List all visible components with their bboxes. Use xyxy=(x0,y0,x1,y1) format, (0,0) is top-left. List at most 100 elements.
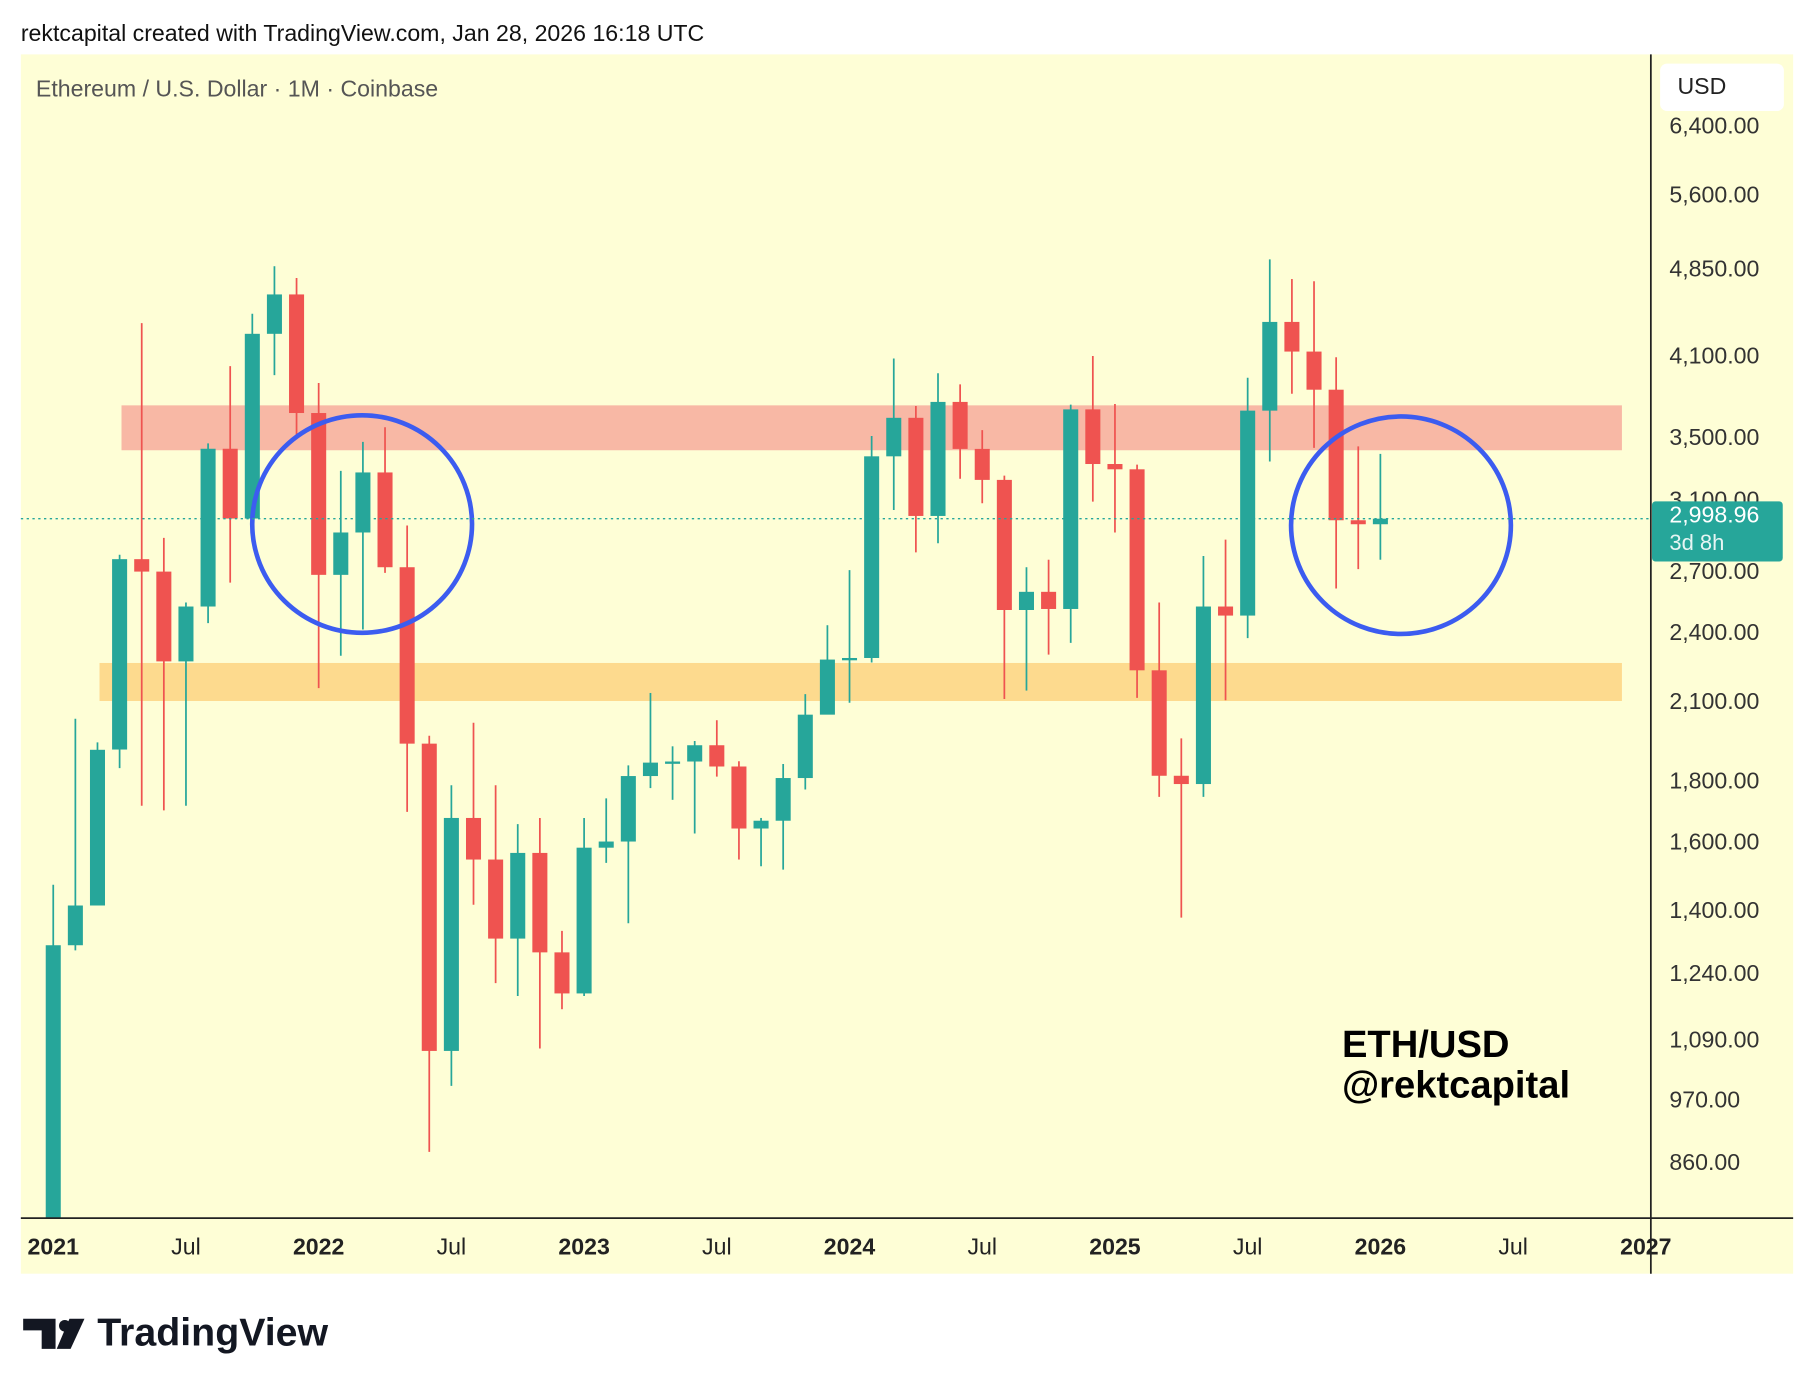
candle-body xyxy=(620,776,636,842)
candle-body xyxy=(465,817,482,860)
candle-body xyxy=(775,778,791,821)
candle-body xyxy=(1284,321,1300,352)
candle-body xyxy=(443,817,459,1051)
y-tick-label: 2,100.00 xyxy=(1669,688,1759,714)
x-tick-label: 2025 xyxy=(1089,1233,1141,1259)
candle-body xyxy=(355,472,371,533)
candle-body xyxy=(864,456,880,658)
candle-body xyxy=(886,417,902,457)
candle-body xyxy=(399,567,415,744)
x-tick-label: 2026 xyxy=(1355,1233,1407,1259)
candle-body xyxy=(930,401,946,516)
candle-body xyxy=(1107,464,1123,470)
currency-label[interactable]: USD xyxy=(1677,73,1726,99)
y-tick-label: 1,240.00 xyxy=(1669,960,1759,986)
brand-name: TradingView xyxy=(97,1310,328,1354)
y-tick-label: 970.00 xyxy=(1669,1087,1740,1113)
candle-body xyxy=(819,659,835,715)
candle-body xyxy=(1350,520,1366,525)
zone xyxy=(99,662,1622,701)
candle-body xyxy=(421,743,437,1051)
candle-body xyxy=(908,417,924,516)
candle-body xyxy=(753,820,769,829)
y-tick-label: 4,850.00 xyxy=(1669,256,1759,282)
x-tick-label: 2023 xyxy=(558,1233,610,1259)
last-price-box xyxy=(1652,501,1783,562)
currency-button[interactable] xyxy=(1660,63,1784,112)
candle-body xyxy=(510,852,526,939)
candle-body xyxy=(1262,321,1278,411)
candle-body xyxy=(665,761,681,764)
candle-body xyxy=(996,479,1012,611)
highlight-circle xyxy=(249,412,475,636)
candle-body xyxy=(289,294,305,414)
candle-body xyxy=(333,532,349,575)
candle-body xyxy=(576,847,592,994)
x-tick-label: Jul xyxy=(1498,1233,1528,1259)
candle-body xyxy=(112,559,128,750)
candle-body xyxy=(1151,670,1167,776)
candle-body xyxy=(156,571,172,662)
candle-body xyxy=(532,852,548,953)
y-tick-label: 5,600.00 xyxy=(1669,181,1759,207)
candle-body xyxy=(1129,469,1145,671)
candle-body xyxy=(1240,410,1256,616)
candle-body xyxy=(1372,518,1388,525)
x-tick-label: 2024 xyxy=(824,1233,876,1259)
candle-body xyxy=(1306,351,1322,390)
x-tick-label: Jul xyxy=(702,1233,732,1259)
highlight-circle xyxy=(1288,414,1514,637)
candle-body xyxy=(1173,775,1189,785)
candle-body xyxy=(1085,409,1101,465)
x-tick-label: 2021 xyxy=(28,1233,80,1259)
candle-body xyxy=(311,413,327,575)
x-tick-label: Jul xyxy=(967,1233,997,1259)
x-tick-label: Jul xyxy=(171,1233,201,1259)
brand-logo xyxy=(23,1318,85,1349)
y-tick-label: 1,800.00 xyxy=(1669,767,1759,793)
y-tick-label: 3,500.00 xyxy=(1669,424,1759,450)
x-tick-label: 2027 xyxy=(1620,1233,1671,1259)
candle-body xyxy=(974,448,990,480)
candle-body xyxy=(67,905,83,946)
candle-body xyxy=(1018,591,1034,611)
last-price-label: 2,998.96 xyxy=(1669,502,1759,528)
y-tick-label: 2,700.00 xyxy=(1669,558,1759,584)
header: rektcapital created with TradingView.com… xyxy=(21,20,704,46)
y-tick-label: 2,400.00 xyxy=(1669,619,1759,645)
candle-body xyxy=(488,859,504,939)
candle-body xyxy=(178,606,194,662)
y-tick-label: 1,090.00 xyxy=(1669,1026,1759,1052)
candle-body xyxy=(1195,606,1211,785)
candle-body xyxy=(842,657,858,661)
candle-body xyxy=(598,841,614,848)
candle-body xyxy=(797,714,813,779)
watermark: ETH/USD xyxy=(1342,1023,1509,1066)
candle-body xyxy=(1063,409,1079,609)
candle-body xyxy=(45,945,61,1219)
y-tick-label: 1,600.00 xyxy=(1669,828,1759,854)
candle-body xyxy=(554,952,570,994)
x-tick-label: Jul xyxy=(1233,1233,1263,1259)
y-tick-label: 6,400.00 xyxy=(1669,112,1759,138)
candle-body xyxy=(952,401,968,449)
y-tick-label: 1,400.00 xyxy=(1669,897,1759,923)
watermark: @rektcapital xyxy=(1342,1064,1570,1107)
y-tick-label: 4,100.00 xyxy=(1669,342,1759,368)
candle-body xyxy=(377,472,393,568)
candle-body xyxy=(1218,606,1234,616)
candle-body xyxy=(709,745,725,767)
x-tick-label: 2022 xyxy=(293,1233,344,1259)
candle-body xyxy=(642,762,658,777)
candle-body xyxy=(1328,389,1344,521)
x-tick-label: Jul xyxy=(437,1233,467,1259)
candle-body xyxy=(731,766,747,829)
chart-title: Ethereum / U.S. Dollar · 1M · Coinbase xyxy=(36,75,438,101)
candle-body xyxy=(89,749,106,906)
candle-body xyxy=(134,559,150,572)
candle-body xyxy=(222,448,238,519)
candle-body xyxy=(687,745,703,762)
y-tick-label: 860.00 xyxy=(1669,1149,1740,1175)
